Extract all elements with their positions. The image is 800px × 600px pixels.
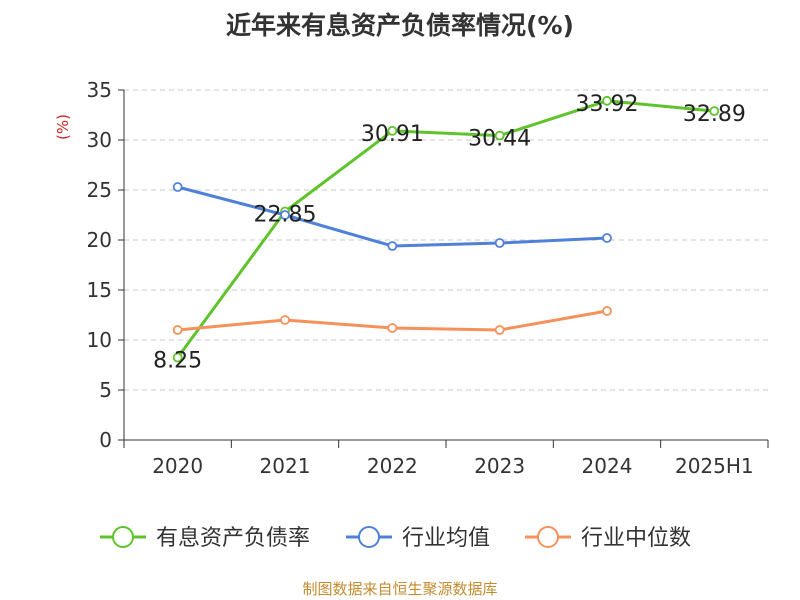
data-point <box>280 315 290 325</box>
y-tick-label: 30 <box>87 128 112 152</box>
data-point <box>280 210 290 220</box>
data-point <box>172 182 183 192</box>
x-tick-label: 2025H1 <box>675 454 754 478</box>
data-label: 8.25 <box>153 349 202 374</box>
y-tick-label: 0 <box>99 428 112 452</box>
data-label: 22.85 <box>254 203 317 228</box>
grid-lines <box>124 89 768 391</box>
legend-item-0[interactable]: 有息资产负债率 <box>100 526 310 551</box>
y-tick-label: 15 <box>87 278 112 302</box>
y-tick-label: 35 <box>87 78 112 102</box>
data-point <box>602 95 612 106</box>
legend-marker <box>112 526 134 548</box>
data-point <box>602 233 612 243</box>
data-labels: 8.25 22.85 30.91 30.44 33.92 32.89 <box>153 92 746 374</box>
data-point <box>494 130 505 141</box>
x-tick-label: 2023 <box>474 454 525 478</box>
y-tick-label: 25 <box>87 178 112 202</box>
y-axis-label: (%) <box>54 114 72 140</box>
series-lines <box>172 95 720 363</box>
series-line-1 <box>177 185 608 248</box>
data-point <box>387 241 398 251</box>
legend-label: 行业中位数 <box>581 526 691 551</box>
data-point <box>387 125 398 136</box>
data-label: 30.91 <box>361 122 424 147</box>
data-label: 33.92 <box>576 92 639 117</box>
legend-label: 行业均值 <box>402 526 490 551</box>
axes: 0 5 10 15 20 25 30 35 2020 2021 2022 2023 2024 2025H1… <box>54 78 769 478</box>
source-note: 制图数据来自恒生聚源数据库 <box>302 580 498 598</box>
series-line-0 <box>176 99 715 359</box>
legend-item-1[interactable]: 行业均值 <box>346 526 490 551</box>
data-label: 30.44 <box>468 127 531 152</box>
data-point <box>709 106 720 116</box>
x-tick-label: 2020 <box>152 454 203 478</box>
legend-marker <box>358 526 380 548</box>
legend-label: 有息资产负债率 <box>156 526 310 551</box>
chart-title: 近年来有息资产负债率情况(%) <box>226 11 574 40</box>
x-tick-label: 2024 <box>582 454 633 478</box>
legend-item-2[interactable]: 行业中位数 <box>525 526 691 551</box>
y-tick-label: 20 <box>87 228 112 252</box>
x-tick-label: 2022 <box>367 454 418 478</box>
y-tick-label: 5 <box>99 378 112 402</box>
legend-marker <box>537 526 559 548</box>
data-point <box>602 306 612 316</box>
data-point <box>387 323 398 333</box>
data-point <box>172 325 183 335</box>
y-tick-label: 10 <box>87 328 112 352</box>
data-label: 32.89 <box>683 102 746 127</box>
x-tick-label: 2021 <box>260 454 311 478</box>
data-point <box>494 325 505 335</box>
data-point <box>494 238 505 248</box>
data-point <box>172 352 183 363</box>
legend: 有息资产负债率 行业均值 行业中位数 <box>100 526 691 551</box>
